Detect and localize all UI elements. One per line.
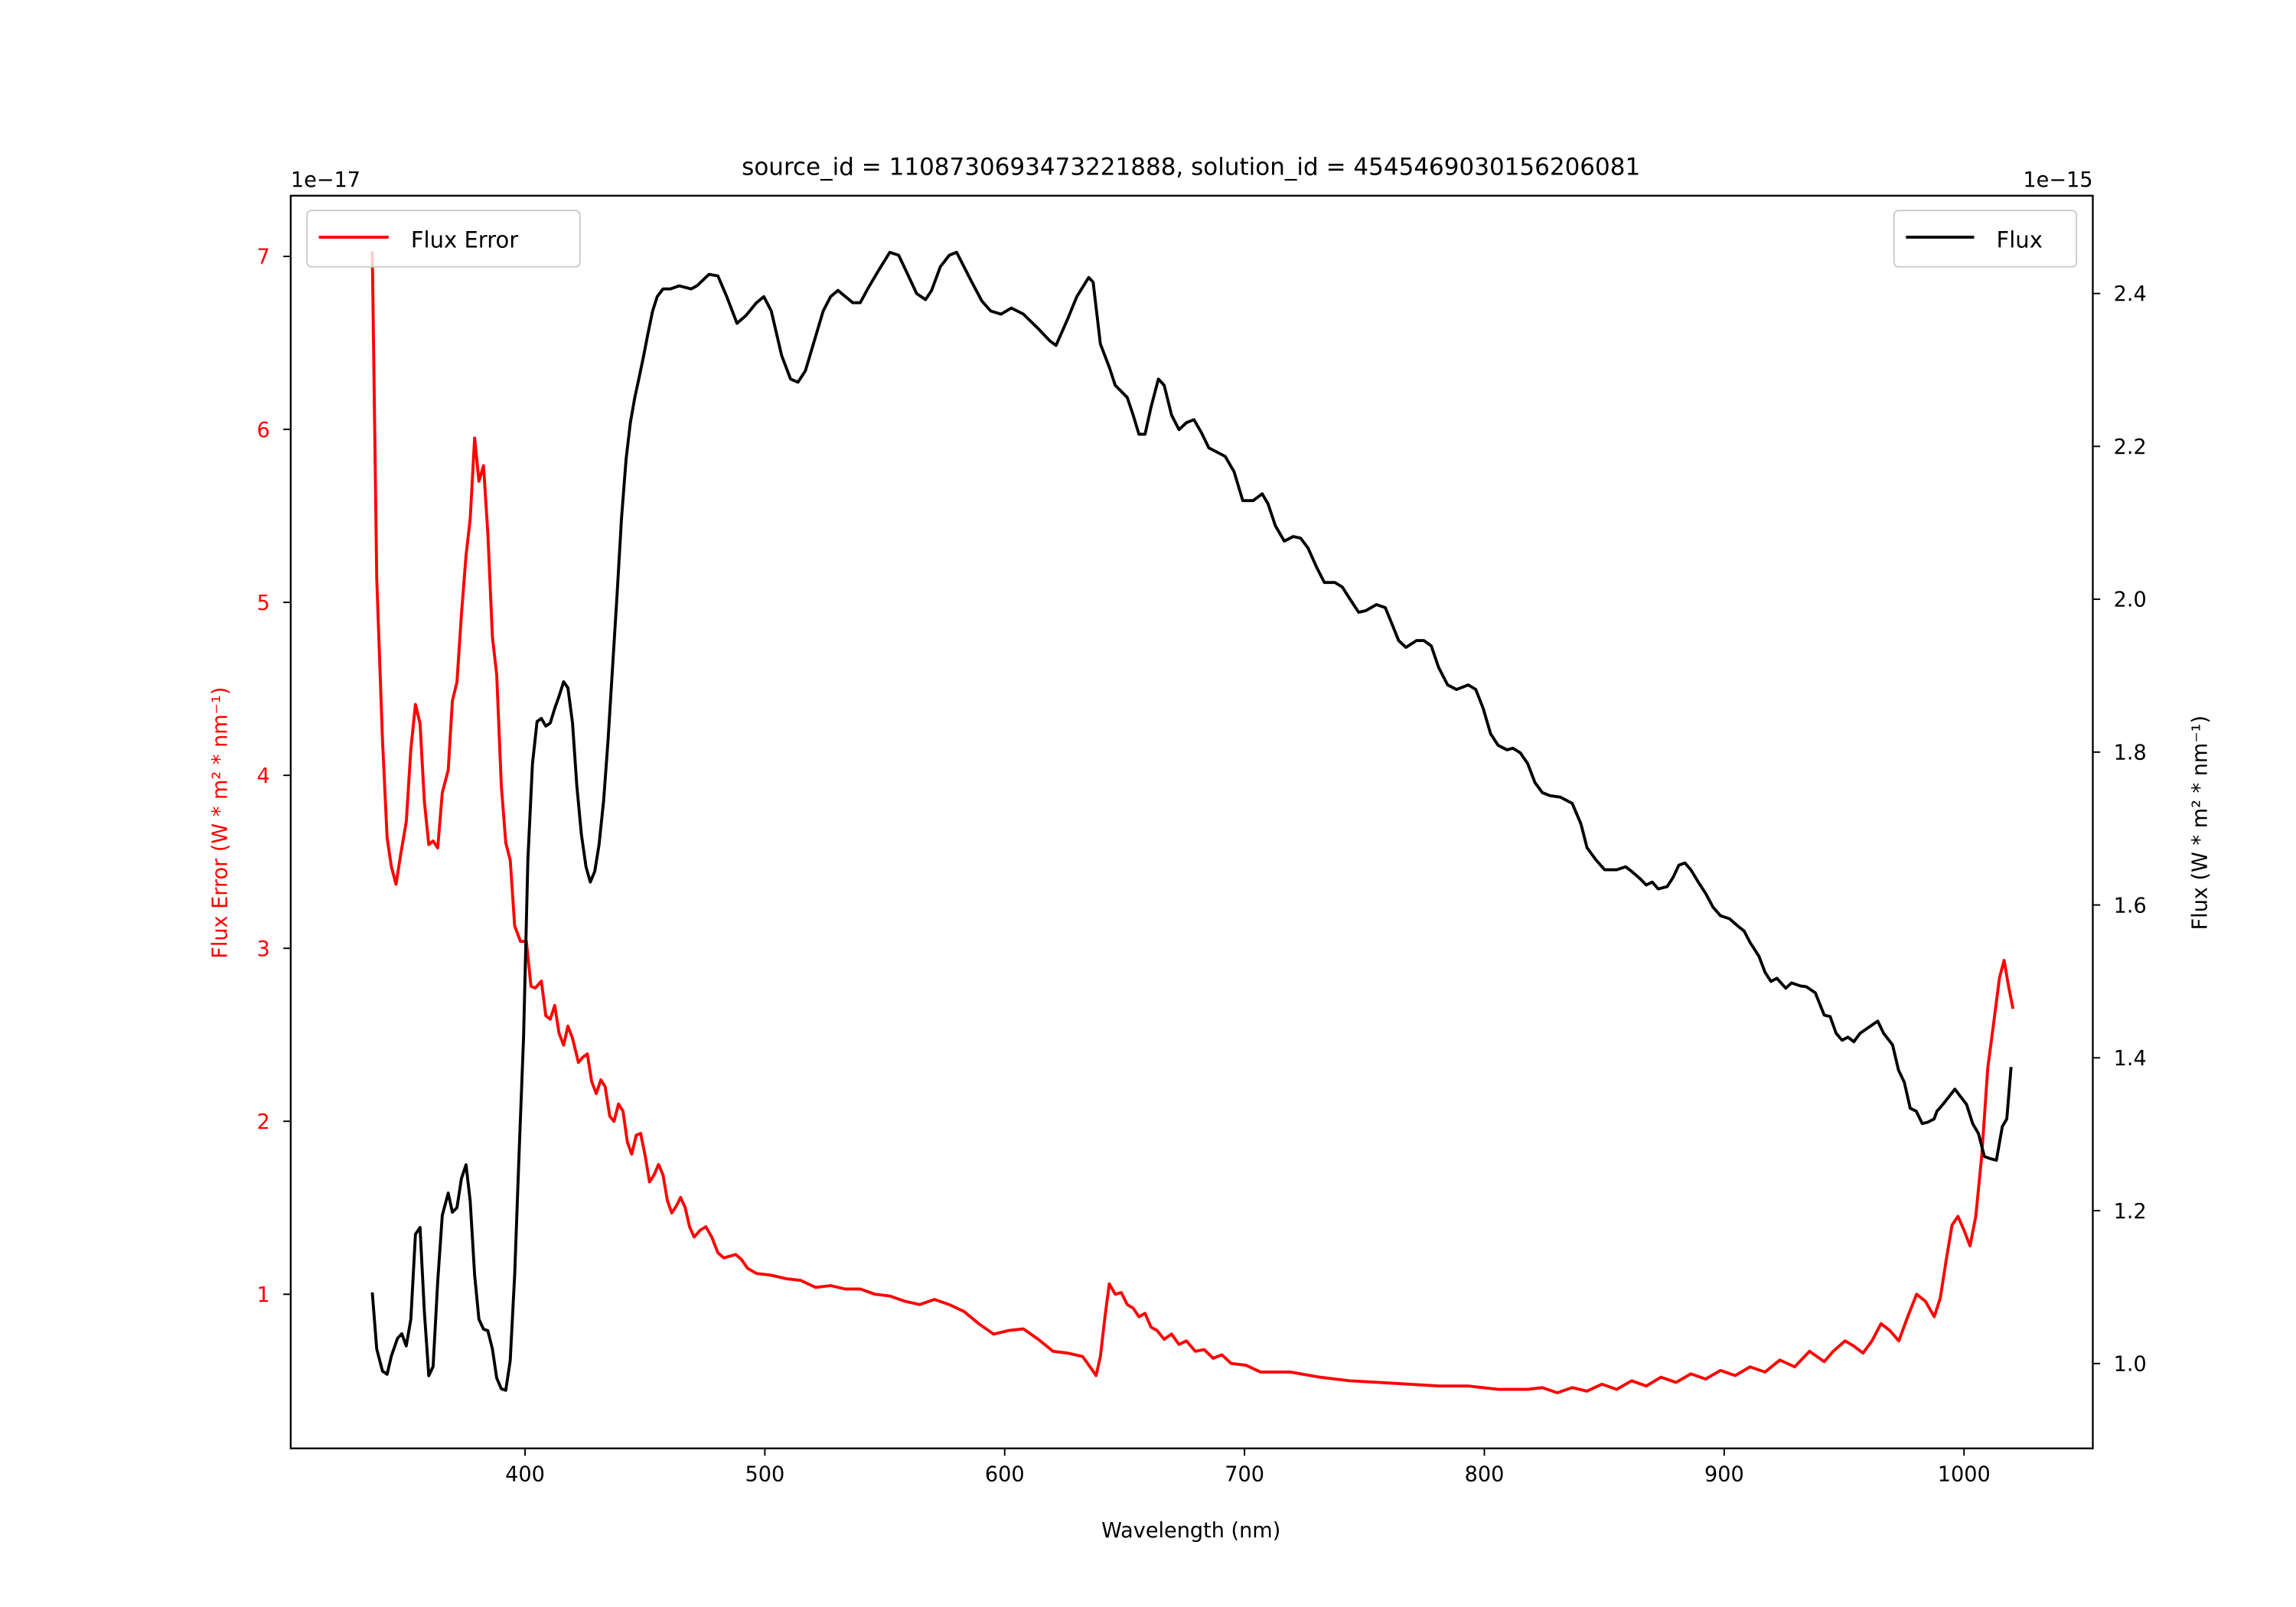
left-y-tick-label: 3 xyxy=(256,937,269,961)
left-y-tick-label: 5 xyxy=(256,592,269,615)
legend-flux: Flux xyxy=(1893,210,2078,268)
axis-ticks: 400 500 600 700 800 900 1000 1 2 3 4 5 6 7 1.0 1.2 1.4 1.… xyxy=(256,246,2146,1487)
legend-label-flux: Flux xyxy=(1997,227,2043,253)
right-axis-offset: 1e−15 xyxy=(2023,168,2092,192)
left-y-axis-label: Flux Error (W * m² * nm⁻¹) xyxy=(209,687,233,959)
left-y-tick-label: 6 xyxy=(256,419,269,442)
right-y-tick-label: 1.8 xyxy=(2114,742,2147,765)
legend-flux-error: Flux Error xyxy=(306,210,581,268)
legend-label-flux-error: Flux Error xyxy=(411,227,518,253)
chart-title: source_id = 1108730693473221888, solutio… xyxy=(742,154,1640,181)
x-tick-label: 900 xyxy=(1704,1462,1744,1486)
x-tick-label: 600 xyxy=(985,1462,1025,1486)
right-y-tick-label: 1.6 xyxy=(2114,894,2147,918)
series-line-flux-error xyxy=(370,251,2015,1395)
x-axis-label: Wavelength (nm) xyxy=(1101,1519,1280,1543)
plot-frame xyxy=(289,194,2094,1449)
left-y-tick-label: 2 xyxy=(256,1110,269,1134)
right-y-tick-label: 2.0 xyxy=(2114,588,2147,612)
x-tick-label: 400 xyxy=(505,1462,545,1486)
left-y-tick-label: 4 xyxy=(256,764,269,788)
right-y-tick-label: 2.4 xyxy=(2114,282,2147,306)
right-y-tick-label: 1.2 xyxy=(2114,1200,2147,1224)
x-tick-label: 700 xyxy=(1225,1462,1264,1486)
right-y-axis-label: Flux (W * m² * nm⁻¹) xyxy=(2189,715,2213,930)
x-tick-label: 800 xyxy=(1465,1462,1505,1486)
series-line-flux xyxy=(370,250,2013,1392)
left-y-tick-label: 1 xyxy=(256,1283,269,1307)
right-y-tick-label: 1.0 xyxy=(2114,1353,2147,1377)
left-axis-offset: 1e−17 xyxy=(291,168,360,192)
plot-lines xyxy=(370,250,2015,1395)
x-tick-label: 1000 xyxy=(1938,1462,1991,1486)
right-y-tick-label: 2.2 xyxy=(2114,435,2147,459)
left-y-tick-label: 7 xyxy=(256,246,269,269)
right-y-tick-label: 1.4 xyxy=(2114,1047,2147,1071)
x-tick-label: 500 xyxy=(745,1462,784,1486)
